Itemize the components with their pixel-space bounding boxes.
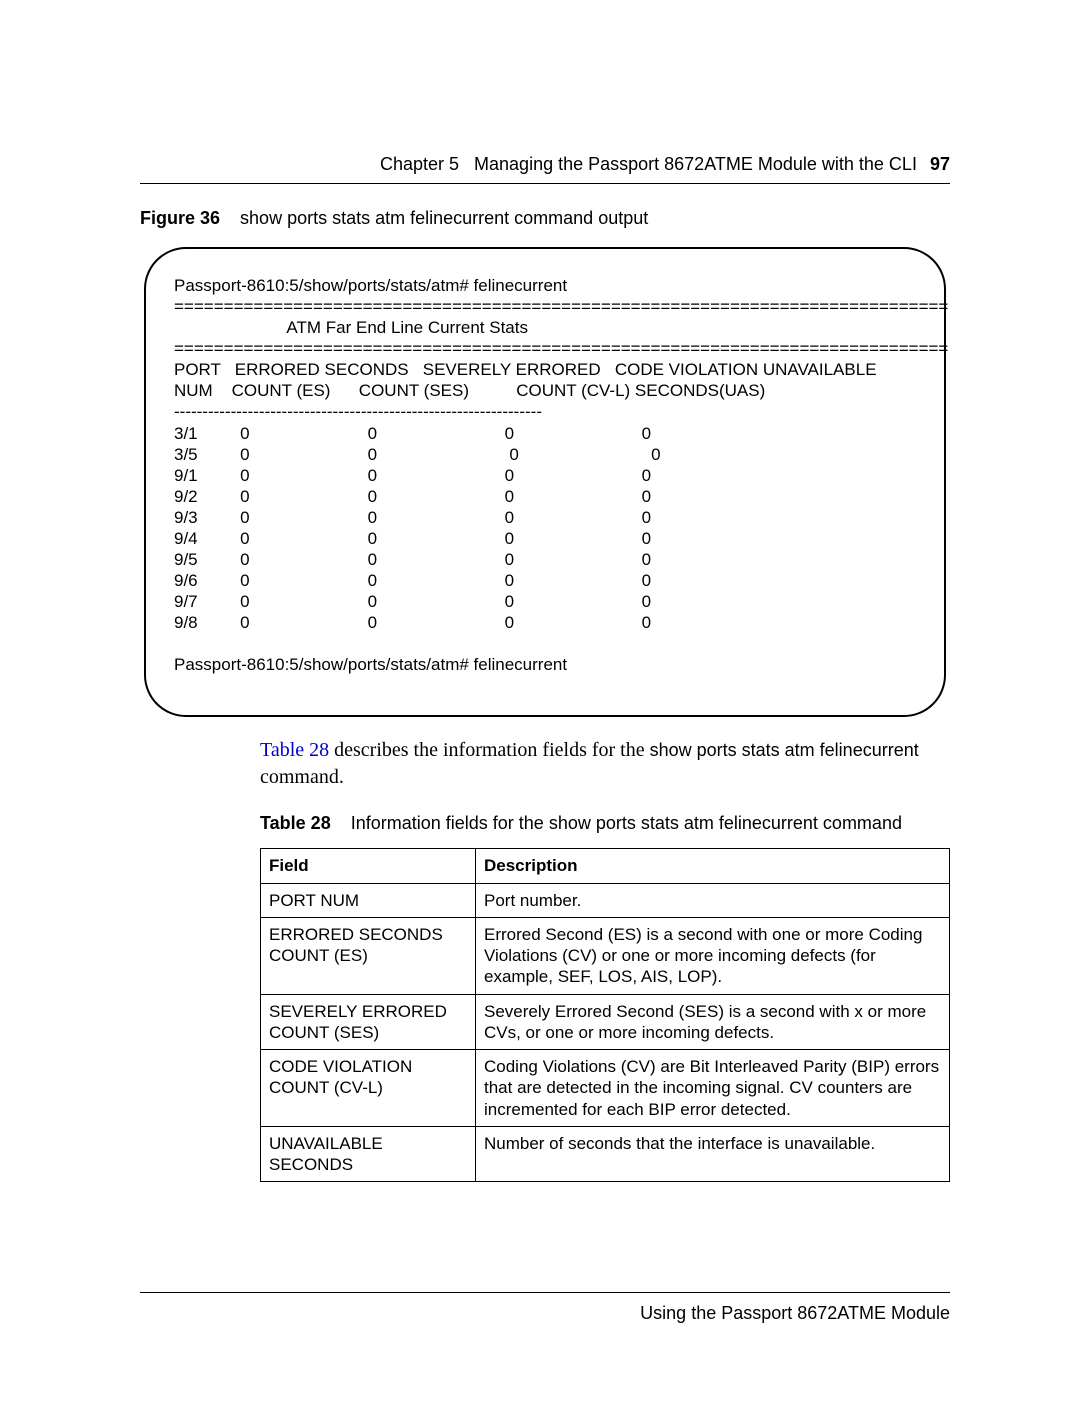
cli-data-row: 3/1 0 0 0 0 [174, 424, 651, 443]
table-caption-text: Information fields for the show ports st… [351, 813, 902, 833]
table-label: Table 28 [260, 813, 331, 833]
cli-data-row: 9/8 0 0 0 0 [174, 613, 651, 632]
body-text: describes the information fields for the [329, 739, 649, 761]
col-header-description: Description [476, 849, 950, 883]
cli-rule: ========================================… [174, 339, 948, 358]
cell-description: Severely Errored Second (SES) is a secon… [476, 994, 950, 1050]
col-header-field: Field [261, 849, 476, 883]
info-fields-table: Field Description PORT NUM Port number. … [260, 848, 950, 1182]
cell-field: SEVERELY ERRORED COUNT (SES) [261, 994, 476, 1050]
table-row: PORT NUM Port number. [261, 883, 950, 917]
cli-data-row: 9/3 0 0 0 0 [174, 508, 651, 527]
chapter-prefix: Chapter 5 [380, 154, 459, 174]
table-caption: Table 28 Information fields for the show… [260, 813, 950, 834]
table-header-row: Field Description [261, 849, 950, 883]
cell-field: CODE VIOLATION COUNT (CV-L) [261, 1050, 476, 1127]
cli-header-row: PORT ERRORED SECONDS SEVERELY ERRORED CO… [174, 360, 877, 379]
page-number: 97 [922, 154, 950, 174]
command-text: show ports stats atm felinecurrent [650, 740, 919, 760]
cli-output-box: Passport-8610:5/show/ports/stats/atm# fe… [144, 247, 946, 717]
cli-data-row: 9/2 0 0 0 0 [174, 487, 651, 506]
table-row: ERRORED SECONDS COUNT (ES) Errored Secon… [261, 917, 950, 994]
page-footer: Using the Passport 8672ATME Module [140, 1292, 950, 1324]
cell-field: ERRORED SECONDS COUNT (ES) [261, 917, 476, 994]
footer-text: Using the Passport 8672ATME Module [640, 1303, 950, 1323]
body-text: command. [260, 766, 344, 788]
cli-header-row: NUM COUNT (ES) COUNT (SES) COUNT (CV-L) … [174, 381, 765, 400]
cell-description: Coding Violations (CV) are Bit Interleav… [476, 1050, 950, 1127]
cli-prompt: Passport-8610:5/show/ports/stats/atm# fe… [174, 655, 567, 674]
cli-data-row: 9/4 0 0 0 0 [174, 529, 651, 548]
cli-data-row: 3/5 0 0 0 0 [174, 445, 661, 464]
body-paragraph: Table 28 describes the information field… [260, 737, 950, 791]
cell-field: PORT NUM [261, 883, 476, 917]
cli-data-row: 9/5 0 0 0 0 [174, 550, 651, 569]
cli-rule: ========================================… [174, 297, 948, 316]
cli-output: Passport-8610:5/show/ports/stats/atm# fe… [174, 275, 922, 675]
cli-rule: ----------------------------------------… [174, 402, 542, 421]
page: Chapter 5 Managing the Passport 8672ATME… [0, 0, 1080, 1424]
cli-data-row: 9/7 0 0 0 0 [174, 592, 651, 611]
table-row: SEVERELY ERRORED COUNT (SES) Severely Er… [261, 994, 950, 1050]
chapter-header: Chapter 5 Managing the Passport 8672ATME… [140, 154, 950, 184]
cli-title: ATM Far End Line Current Stats [174, 318, 528, 337]
table-crossref-link[interactable]: Table 28 [260, 739, 329, 761]
table-row: CODE VIOLATION COUNT (CV-L) Coding Viola… [261, 1050, 950, 1127]
figure-caption: Figure 36 show ports stats atm felinecur… [140, 208, 950, 229]
cli-prompt: Passport-8610:5/show/ports/stats/atm# fe… [174, 276, 567, 295]
figure-label: Figure 36 [140, 208, 220, 228]
cell-field: UNAVAILABLE SECONDS [261, 1126, 476, 1182]
figure-caption-text: show ports stats atm felinecurrent comma… [240, 208, 648, 228]
cli-data-row: 9/6 0 0 0 0 [174, 571, 651, 590]
cell-description: Port number. [476, 883, 950, 917]
cell-description: Number of seconds that the interface is … [476, 1126, 950, 1182]
cli-data-row: 9/1 0 0 0 0 [174, 466, 651, 485]
cell-description: Errored Second (ES) is a second with one… [476, 917, 950, 994]
table-row: UNAVAILABLE SECONDS Number of seconds th… [261, 1126, 950, 1182]
chapter-title: Managing the Passport 8672ATME Module wi… [474, 154, 917, 174]
